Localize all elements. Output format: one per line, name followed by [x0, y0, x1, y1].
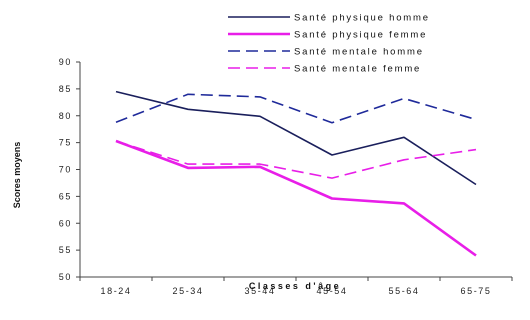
x-axis: 18-24 25-34 35-44 45-54 55-64 65-75	[79, 276, 513, 296]
x-tick-label: 25-34	[172, 286, 203, 296]
x-tick-label: 35-44	[244, 286, 275, 296]
legend-label-1: Santé physique homme	[294, 13, 430, 24]
series-line-1	[115, 90, 477, 186]
y-tick-label: 65	[59, 191, 72, 201]
series-line-2	[115, 139, 477, 257]
y-tick-label: 75	[59, 138, 72, 148]
series-line-4	[115, 140, 477, 179]
legend-label-4: Santé mentale femme	[294, 64, 421, 75]
series-lines	[115, 90, 477, 257]
x-tick-label: 45-54	[316, 286, 347, 296]
y-tick-label: 85	[59, 84, 72, 94]
y-tick-label: 50	[59, 272, 72, 282]
y-tick-label: 60	[59, 218, 72, 228]
legend-label-3: Santé mentale homme	[294, 47, 424, 58]
series-line-3	[115, 93, 477, 124]
legend-label-2: Santé physique femme	[294, 30, 427, 41]
x-tick-label: 18-24	[100, 286, 131, 296]
legend: Santé physique homme Santé physique femme…	[228, 13, 430, 75]
y-tick-label: 80	[59, 111, 72, 121]
x-tick-label: 65-75	[460, 286, 491, 296]
y-axis: 50 55 60 65 70 75 80 85 90	[59, 57, 81, 282]
y-axis-title: Scores moyens	[12, 142, 22, 209]
x-tick-label: 55-64	[388, 286, 419, 296]
y-tick-label: 90	[59, 57, 72, 67]
x-axis-title: Classes d'âge	[249, 281, 341, 291]
y-tick-label: 70	[59, 165, 72, 175]
y-tick-label: 55	[59, 245, 72, 255]
